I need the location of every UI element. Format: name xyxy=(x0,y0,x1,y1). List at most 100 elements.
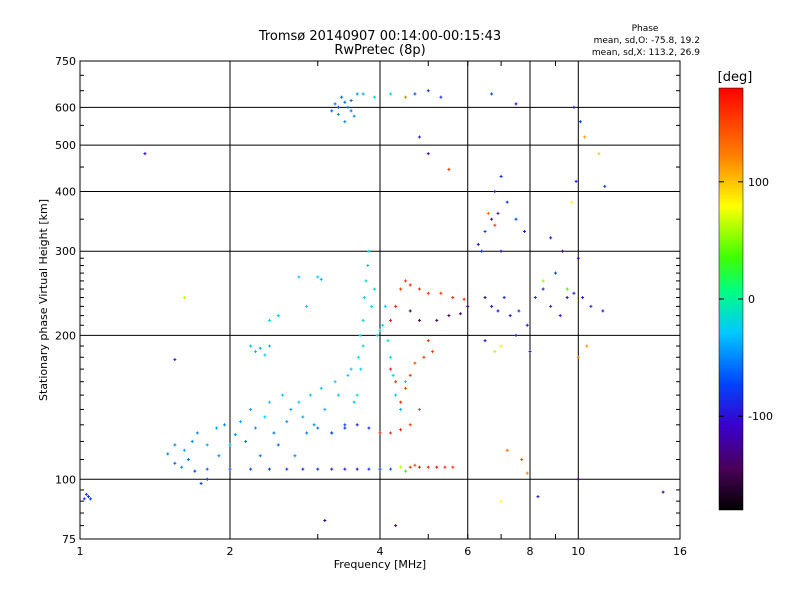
data-point xyxy=(350,367,352,371)
data-point xyxy=(344,100,346,104)
y-tick-label: 75 xyxy=(62,533,76,546)
data-point xyxy=(566,287,568,291)
data-point xyxy=(500,499,502,503)
data-point xyxy=(302,467,304,471)
data-point xyxy=(174,443,176,447)
data-point xyxy=(187,457,189,461)
data-point xyxy=(500,344,502,348)
data-point xyxy=(362,92,364,96)
data-point xyxy=(440,291,442,295)
data-point xyxy=(497,309,499,313)
data-point xyxy=(506,448,508,452)
data-point xyxy=(206,477,208,481)
data-point xyxy=(418,407,420,411)
data-point xyxy=(500,174,502,178)
data-point xyxy=(254,426,256,430)
data-point xyxy=(484,339,486,343)
data-point xyxy=(85,492,87,496)
data-point xyxy=(542,279,544,283)
data-point xyxy=(414,92,416,96)
data-point xyxy=(360,367,362,371)
data-point xyxy=(331,431,333,435)
x-tick-label: 2 xyxy=(227,545,234,558)
data-point xyxy=(390,467,392,471)
data-point xyxy=(423,355,425,359)
data-point xyxy=(324,407,326,411)
data-point xyxy=(571,200,573,204)
data-point xyxy=(484,229,486,233)
data-point xyxy=(356,467,358,471)
data-point xyxy=(400,428,402,432)
data-point xyxy=(144,152,146,156)
data-point xyxy=(400,400,402,404)
data-point xyxy=(409,423,411,427)
data-point xyxy=(181,465,183,469)
data-point xyxy=(526,471,528,475)
data-point xyxy=(390,355,392,359)
data-point xyxy=(590,304,592,308)
data-point xyxy=(337,112,339,116)
data-point xyxy=(264,415,266,419)
data-point xyxy=(174,461,176,465)
x-axis-ticks: 1 2 4 6 8 10 16 xyxy=(77,61,687,558)
data-point xyxy=(374,95,376,99)
data-point xyxy=(404,279,406,283)
data-point xyxy=(467,304,469,308)
data-point xyxy=(427,291,429,295)
data-point xyxy=(379,328,381,332)
data-point xyxy=(368,249,370,253)
y-tick-label: 100 xyxy=(55,473,76,486)
data-point xyxy=(87,495,89,499)
data-point xyxy=(298,275,300,279)
data-point xyxy=(379,467,381,471)
data-point xyxy=(174,358,176,362)
data-point xyxy=(506,200,508,204)
data-point xyxy=(436,318,438,322)
data-point xyxy=(524,229,526,233)
data-point xyxy=(362,318,364,322)
data-point xyxy=(400,407,402,411)
data-point xyxy=(409,373,411,377)
data-point xyxy=(376,333,378,337)
data-point xyxy=(347,105,349,109)
data-point xyxy=(365,279,367,283)
data-point xyxy=(317,467,319,471)
x-tick-label: 6 xyxy=(464,545,471,558)
data-point xyxy=(302,415,304,419)
data-point xyxy=(371,304,373,308)
data-point xyxy=(286,420,288,424)
data-point xyxy=(273,431,275,435)
data-point xyxy=(390,431,392,435)
y-tick-label: 200 xyxy=(55,329,76,342)
data-point xyxy=(216,426,218,430)
data-point xyxy=(320,386,322,390)
data-point xyxy=(277,443,279,447)
data-point xyxy=(452,296,454,300)
data-point xyxy=(414,463,416,467)
data-point xyxy=(374,287,376,291)
colorbar-ticks: 100 0 -100 xyxy=(719,176,773,423)
data-point xyxy=(577,355,579,359)
data-point xyxy=(491,304,493,308)
colorbar-tick-label: -100 xyxy=(748,410,773,423)
data-point xyxy=(494,189,496,193)
data-point xyxy=(277,314,279,318)
data-point xyxy=(427,89,429,93)
data-point xyxy=(463,297,465,301)
colorbar-tick-label: 0 xyxy=(748,293,755,306)
data-point xyxy=(240,420,242,424)
data-point xyxy=(347,373,349,377)
data-point xyxy=(234,433,236,437)
data-point xyxy=(409,465,411,469)
stats-line-o: mean, sd,O: -75.8, 19.2 xyxy=(594,36,700,46)
data-point xyxy=(550,304,552,308)
data-point xyxy=(418,135,420,139)
data-point xyxy=(334,380,336,384)
data-point xyxy=(448,167,450,171)
data-point xyxy=(268,400,270,404)
data-point xyxy=(167,452,169,456)
data-point xyxy=(400,465,402,469)
data-point xyxy=(400,287,402,291)
data-point xyxy=(404,95,406,99)
data-point xyxy=(395,380,397,384)
